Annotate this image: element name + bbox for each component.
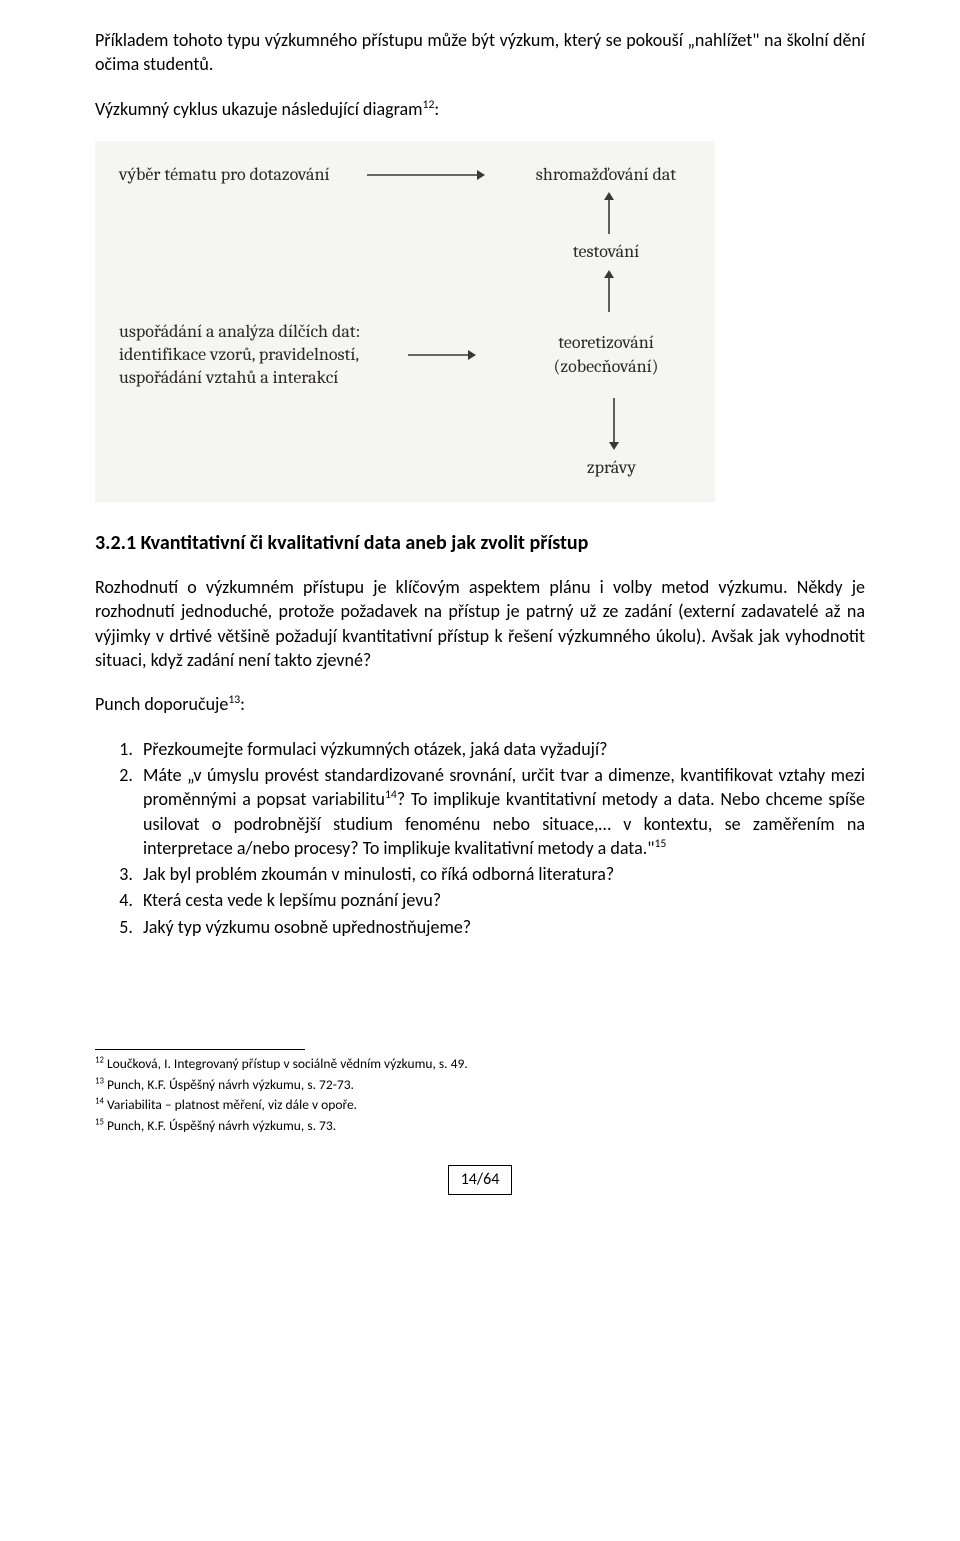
text: Výzkumný cyklus ukazuje následující diag… (95, 98, 423, 120)
text: teoretizování (558, 332, 654, 353)
diagram-node-reports: zprávy (587, 456, 636, 480)
footnote-text: Punch, K.F. Úspěšný návrh výzkumu, s. 72… (104, 1076, 354, 1093)
footnote-text: Punch, K.F. Úspěšný návrh výzkumu, s. 73… (104, 1117, 336, 1134)
diagram-node-top-left: výběr tématu pro dotazování (119, 163, 330, 186)
diagram-node-testing: testování (521, 240, 691, 263)
text: : (240, 693, 245, 715)
paragraph-intro: Příkladem tohoto typu výzkumného přístup… (95, 28, 865, 77)
footnote-num: 14 (95, 1097, 104, 1107)
arrow-down-icon (119, 398, 691, 450)
text: (zobecňování) (554, 356, 659, 377)
text: : (434, 98, 439, 120)
paragraph-punch-intro: Punch doporučuje13: (95, 692, 865, 716)
footnote-text: Variabilita – platnost měření, viz dále … (104, 1096, 357, 1113)
footnotes-block: 12 Loučková, I. Integrovaný přístup v so… (95, 1054, 865, 1135)
list-item: Máte „v úmyslu provést standardizované s… (137, 763, 865, 860)
footnote-ref-15: 15 (654, 837, 666, 851)
footnote-13: 13 Punch, K.F. Úspěšný návrh výzkumu, s.… (95, 1075, 865, 1095)
diagram-node-top-right: shromažďování dat (521, 163, 691, 186)
list-item: Která cesta vede k lepšímu poznání jevu? (137, 888, 865, 912)
research-cycle-diagram: výběr tématu pro dotazování shromažďován… (95, 141, 715, 502)
arrow-up-icon (119, 192, 691, 234)
numbered-list: Přezkoumejte formulaci výzkumných otázek… (95, 737, 865, 939)
footnote-ref-14: 14 (385, 788, 397, 802)
section-heading: 3.2.1 Kvantitativní či kvalitativní data… (95, 530, 865, 557)
arrow-up-icon (119, 270, 691, 312)
page-number-container: 14/64 (95, 1165, 865, 1195)
list-item: Přezkoumejte formulaci výzkumných otázek… (137, 737, 865, 761)
footnote-num: 12 (95, 1056, 104, 1066)
footnote-num: 15 (95, 1117, 104, 1127)
diagram-node-analysis: uspořádání a analýza dílčích dat: identi… (119, 320, 360, 390)
footnote-14: 14 Variabilita – platnost měření, viz dá… (95, 1095, 865, 1115)
diagram-node-theorizing: teoretizování (zobecňování) (521, 331, 691, 378)
arrow-right-icon (406, 348, 476, 362)
list-item: Jak byl problém zkoumán v minulosti, co … (137, 862, 865, 886)
list-item: Jaký typ výzkumu osobně upřednostňujeme? (137, 915, 865, 939)
footnote-num: 13 (95, 1076, 104, 1086)
text: Punch doporučuje (95, 693, 228, 715)
footnote-ref-12: 12 (423, 98, 435, 112)
footnote-ref-13: 13 (228, 693, 240, 707)
page-number: 14/64 (448, 1165, 513, 1195)
footnote-15: 15 Punch, K.F. Úspěšný návrh výzkumu, s.… (95, 1116, 865, 1136)
footnote-separator (95, 1049, 305, 1050)
paragraph-body-1: Rozhodnutí o výzkumném přístupu je klíčo… (95, 575, 865, 672)
arrow-right-icon (365, 168, 485, 182)
footnote-12: 12 Loučková, I. Integrovaný přístup v so… (95, 1054, 865, 1074)
footnote-text: Loučková, I. Integrovaný přístup v sociá… (104, 1055, 468, 1072)
paragraph-diagram-intro: Výzkumný cyklus ukazuje následující diag… (95, 97, 865, 121)
